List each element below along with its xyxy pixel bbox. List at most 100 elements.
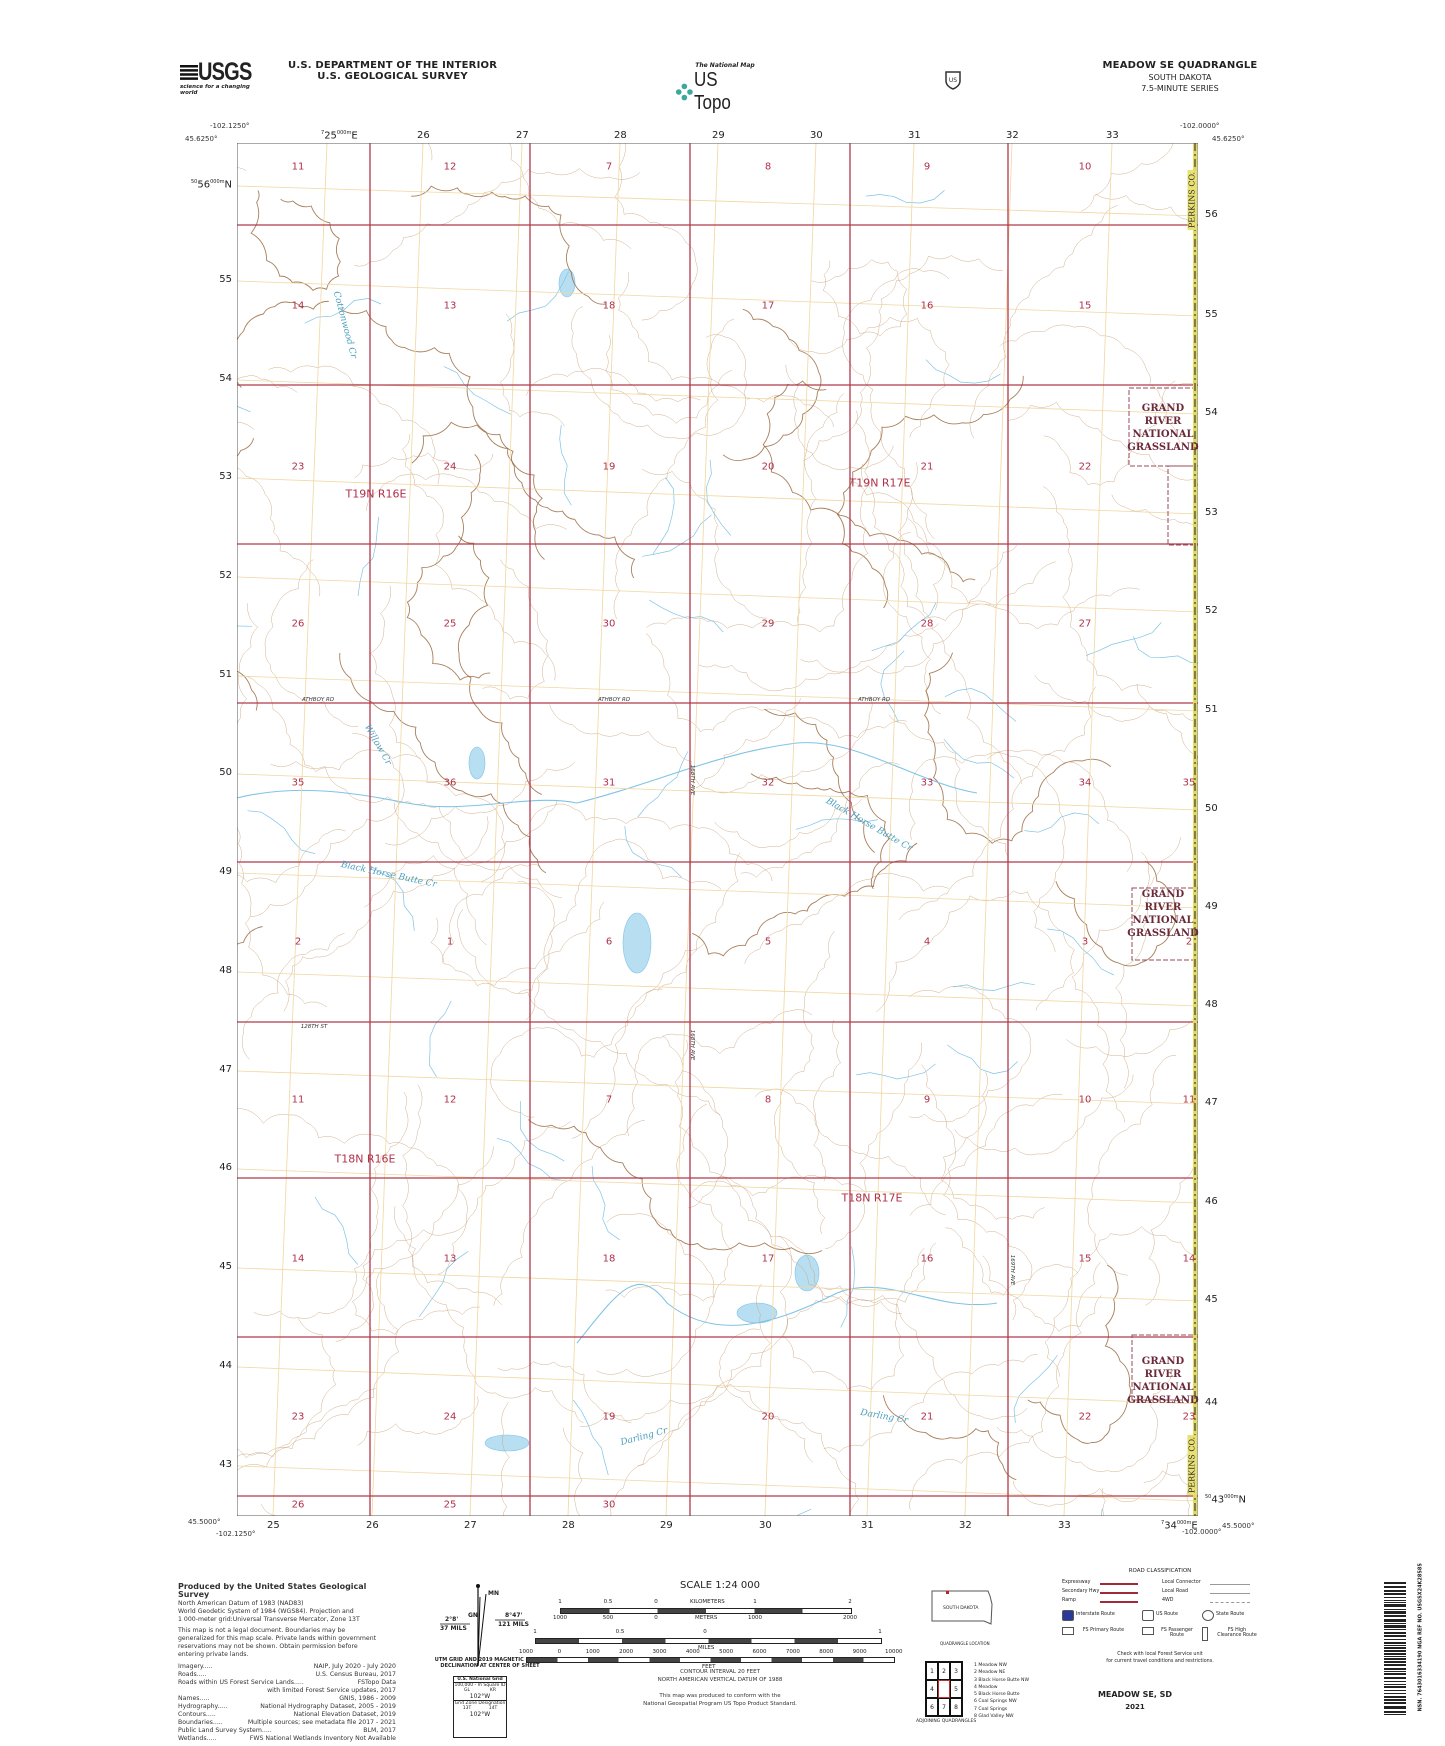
stream-line — [496, 1137, 566, 1182]
section-number: 18 — [602, 1253, 616, 1265]
utm-northing-label: 49 — [219, 866, 232, 877]
utm-easting-label: 25 — [267, 1520, 280, 1531]
stream-line — [856, 1063, 936, 1080]
source-value: Multiple sources; see metadata file 2017… — [247, 1719, 396, 1726]
utm-northing-line — [237, 1070, 1198, 1105]
utm-easting-label: 30 — [810, 130, 823, 141]
section-number: 2 — [294, 936, 302, 948]
contour-line — [909, 1094, 1063, 1216]
contour-line — [969, 205, 1118, 439]
adjoining-cell: 5 — [950, 1680, 962, 1698]
contour-line — [364, 855, 487, 946]
utm-easting-label: 29 — [712, 130, 725, 141]
barcode-bar — [1384, 1629, 1406, 1630]
contour-line — [908, 985, 1031, 1123]
utm-northing-label: 54 — [1205, 407, 1218, 418]
contour-line — [1115, 837, 1181, 1089]
gn-label: GN — [468, 1612, 478, 1619]
road-label: 169TH AVE — [1009, 1254, 1015, 1286]
datum-line: North American Datum of 1983 (NAD83) — [178, 1600, 304, 1607]
barcode-bar — [1384, 1650, 1406, 1652]
section-number: 17 — [761, 300, 775, 312]
section-number: 6 — [605, 936, 613, 948]
corner-lon-bottom-left: -102.1250° — [216, 1530, 256, 1538]
ft-tick-label: 7000 — [785, 1649, 800, 1655]
contour-line — [851, 481, 946, 611]
contour-line — [240, 675, 422, 772]
svg-text:US: US — [949, 77, 957, 84]
contour-line — [605, 335, 732, 424]
source-item: Roads..... — [178, 1671, 207, 1678]
road-classification-legend: Expressway Secondary Hwy Ramp Local Connect… — [1062, 1580, 1262, 1650]
section-number: 23 — [1182, 1411, 1196, 1423]
corner-lon-top-left: -102.1250° — [210, 122, 250, 130]
utm-easting-label: 32 — [1006, 130, 1019, 141]
usgs-logo: USGS science for a changing world — [180, 60, 265, 96]
township-range-label: T19N R17E — [849, 476, 911, 490]
source-value: U.S. Census Bureau, 2017 — [315, 1671, 396, 1678]
section-number: 10 — [1078, 1094, 1092, 1106]
current-quadrangle-cell — [938, 1680, 950, 1698]
contour-line — [907, 518, 1140, 630]
utm-northing-label: 52 — [219, 570, 232, 581]
source-item: Contours..... — [178, 1711, 216, 1718]
source-row: Roads..... U.S. Census Bureau, 2017 — [178, 1671, 396, 1679]
section-number: 26 — [291, 618, 305, 630]
disclaimer-line: reservations may not be shown. Obtain pe… — [178, 1643, 358, 1650]
km-tick-label: 0.5 — [603, 1599, 613, 1605]
contour-line — [646, 463, 869, 633]
adjoining-quad-name: 6 Coal Springs NW — [974, 1699, 1017, 1705]
datum-line: 1 000-meter grid:Universal Transverse Me… — [178, 1616, 360, 1623]
section-number: 34 — [1078, 777, 1092, 789]
kilometer-bar — [560, 1608, 852, 1614]
utm-northing-line — [237, 675, 1198, 712]
stream-line — [706, 459, 732, 536]
utm-northing-label: 44 — [219, 1360, 232, 1371]
stream-line — [952, 982, 1035, 991]
barcode-bar — [1384, 1653, 1406, 1655]
state-name: SOUTH DAKOTA — [1148, 73, 1212, 82]
series-name: 7.5-MINUTE SERIES — [1141, 84, 1219, 93]
us-route-shield-icon — [1142, 1610, 1154, 1621]
utm-northing-line — [237, 379, 1198, 415]
utm-northing-label: 46 — [219, 1162, 232, 1173]
source-value: National Hydrography Dataset, 2005 - 201… — [260, 1703, 396, 1710]
pond — [484, 1434, 530, 1452]
source-value: National Elevation Dataset, 2019 — [293, 1711, 396, 1718]
contour-interval: CONTOUR INTERVAL 20 FEET — [680, 1669, 760, 1675]
contour-line — [662, 1035, 728, 1209]
contour-line — [1087, 1054, 1177, 1276]
product-standard: This map was produced to conform with th… — [659, 1693, 781, 1699]
contour-line — [825, 1042, 923, 1249]
barcode-bar — [1384, 1602, 1406, 1603]
source-row: with limited Forest Service updates, 201… — [178, 1687, 396, 1695]
section-number: 20 — [761, 1411, 775, 1423]
utm-easting-line — [469, 143, 523, 1516]
mn-label: MN — [488, 1590, 499, 1597]
section-number: 11 — [1182, 1094, 1196, 1106]
contour-line — [695, 698, 802, 789]
section-number: 22 — [1078, 1411, 1092, 1423]
utm-easting-line — [764, 143, 817, 1516]
utm-easting-label: 27 — [464, 1520, 477, 1531]
contour-line — [457, 908, 721, 1115]
stream-line — [357, 516, 379, 596]
contour-line — [954, 1074, 1134, 1156]
usng-square-label: 100,000 - m Square ID — [454, 1683, 506, 1688]
topographic-map[interactable]: 11 12 7 8 9 10 14 13 18 17 16 15 23 24 19 20 21 22 26 25 30 2… — [237, 143, 1199, 1516]
usfs-shield-icon: US — [945, 71, 961, 90]
section-number: 18 — [602, 300, 616, 312]
us-topo-swirl-icon — [675, 83, 693, 101]
utm-northing-label: 55 — [1205, 309, 1218, 320]
barcode-bar — [1384, 1609, 1406, 1610]
utm-northing-label: 47 — [219, 1064, 232, 1075]
contour-line — [237, 467, 321, 597]
contour-line — [501, 1402, 510, 1516]
utm-northing-label: 47 — [1205, 1097, 1218, 1108]
mi-tick-label: 0.5 — [615, 1629, 625, 1635]
barcode-bar — [1384, 1664, 1406, 1666]
sheet-year: 2021 — [1125, 1703, 1145, 1711]
barcode-bar — [1384, 1690, 1406, 1691]
darling-creek — [576, 1283, 998, 1344]
contour-line — [674, 1039, 823, 1300]
